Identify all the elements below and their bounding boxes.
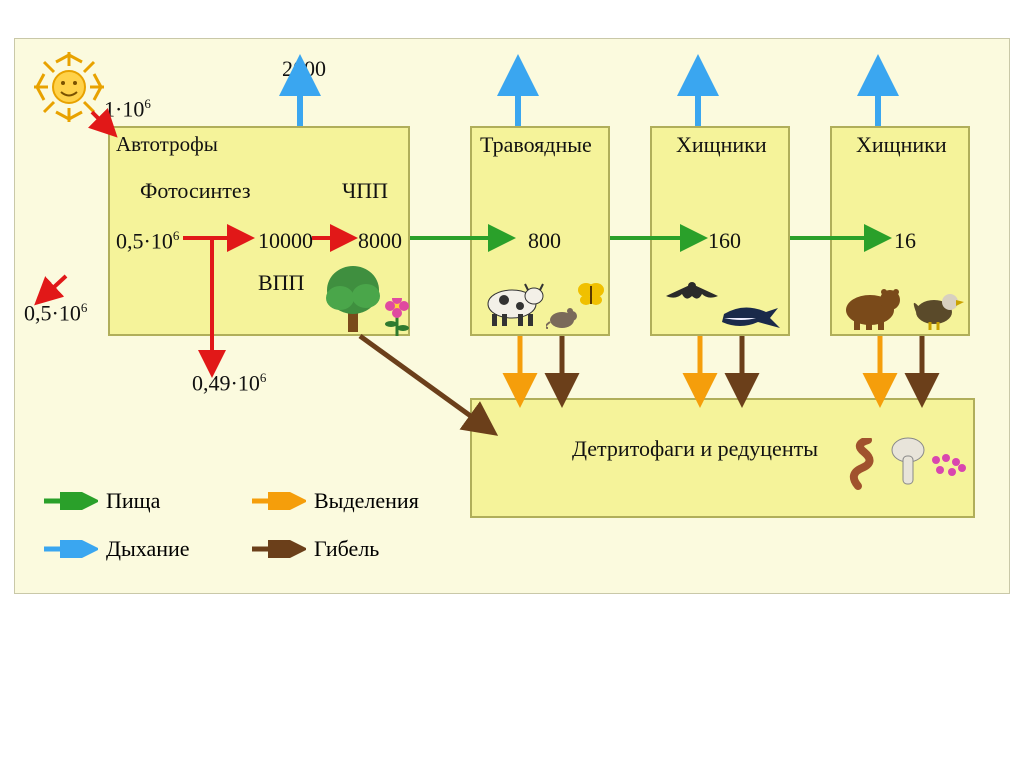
bat-icon [662,278,722,312]
label-sun-value: 1·106 [104,96,151,122]
mouse-icon [546,306,580,330]
legend-excr-label: Выделения [314,488,419,514]
photosynthesis-label: Фотосинтез [140,178,251,204]
legend-breath: Дыхание [42,536,190,562]
legend-death: Гибель [250,536,379,562]
bacteria-icon [928,452,968,480]
npp-label: ЧПП [342,178,388,204]
gpp-label: ВПП [258,270,304,296]
herbivores-title: Травоядные [480,132,592,158]
autotrophs-val-mid: 10000 [258,228,313,254]
bear-icon [840,282,906,332]
cow-icon [480,278,546,328]
predators2-title: Хищники [856,132,947,158]
label-heat-value: 0,49·106 [192,370,266,396]
legend-food-label: Пища [106,488,160,514]
label-reflect-value: 0,5·106 [24,300,87,326]
predators2-value: 16 [894,228,916,254]
predators1-title: Хищники [676,132,767,158]
herbivores-value: 800 [528,228,561,254]
diagram-canvas: Автотрофы Фотосинтез ЧПП 0,5·106 10000 8… [0,0,1024,767]
flower-icon [382,298,412,336]
box-detritus: Детритофаги и редуценты [470,398,975,518]
detritus-title: Детритофаги и редуценты [572,436,818,462]
box-predators-2: Хищники 16 [830,126,970,336]
legend-death-label: Гибель [314,536,379,562]
swallow-icon [718,300,782,334]
eagle-icon [908,286,966,332]
autotrophs-val-left: 0,5·106 [116,228,179,254]
butterfly-icon [576,280,606,308]
worm-icon [848,438,890,490]
label-2000: 2000 [282,56,326,82]
box-autotrophs: Автотрофы Фотосинтез ЧПП 0,5·106 10000 8… [108,126,410,336]
autotrophs-val-right: 8000 [358,228,402,254]
sun-icon [34,52,104,122]
box-predators-1: Хищники 160 [650,126,790,336]
box-herbivores: Травоядные 800 [470,126,610,336]
legend-food: Пища [42,488,160,514]
predators1-value: 160 [708,228,741,254]
tree-icon [320,260,386,334]
mushroom-icon [890,436,926,488]
autotrophs-title: Автотрофы [116,132,218,157]
legend-excretion: Выделения [250,488,419,514]
legend-breath-label: Дыхание [106,536,190,562]
